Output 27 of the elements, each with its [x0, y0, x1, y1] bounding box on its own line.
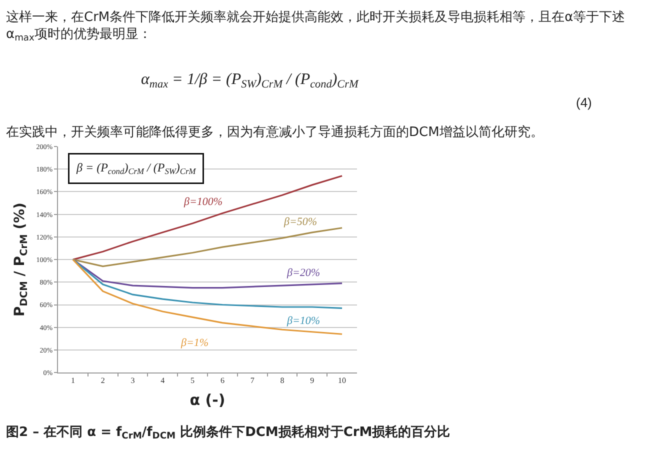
x-tick-label: 1 [70, 376, 75, 386]
text: α$_{max}$ = 1/β = (P$_{SW}$)$_{CrM}$ / (P$_{cond}$)$_{CrM}$ [141, 71, 358, 90]
text: (4) [576, 95, 592, 110]
line-series [72, 258, 343, 289]
series-label: β=20% [286, 267, 320, 279]
x-tick-label: 3 [130, 376, 135, 386]
x-tick-label: 2 [100, 376, 105, 386]
x-tick-label: 4 [160, 376, 165, 386]
series-label: β=100% [183, 196, 223, 208]
line-series [72, 258, 343, 309]
text: 在实践中，开关频率可能降低得更多，因为有意减小了导通损耗方面的DCM增益以简化研究。 [6, 124, 544, 140]
series-label: β=10% [286, 315, 320, 327]
x-tick-label: 8 [280, 376, 284, 386]
x-tick-label: 10 [338, 376, 346, 386]
x-axis-title: α (-) [190, 391, 226, 410]
text: 这样一来，在CrM条件下降低开关频率就会开始提供高能效，此时开关损耗及导电损耗相等，且在α等于下述 α$_{max}$项时的优势最明显： [6, 9, 626, 44]
x-tick-label: 5 [190, 376, 195, 386]
x-tick-label: 7 [250, 376, 254, 386]
series-label: β=1% [180, 337, 209, 349]
annotation: β = (P$_{cond}$)$_{CrM}$ / (P$_{SW}$)$_{CrM}$ [76, 160, 197, 176]
line-series [72, 175, 343, 260]
x-tick-label: 9 [310, 376, 314, 386]
line-series [72, 227, 343, 268]
series-label: β=50% [283, 216, 318, 228]
caption: 图2 – 在不同 α = f$_{CrM}$/f$_{DCM}$ 比例条件下DCM损耗相对于CrM损耗的百分比 [6, 424, 450, 442]
x-tick-label: 6 [220, 376, 224, 386]
line-series [72, 258, 343, 335]
